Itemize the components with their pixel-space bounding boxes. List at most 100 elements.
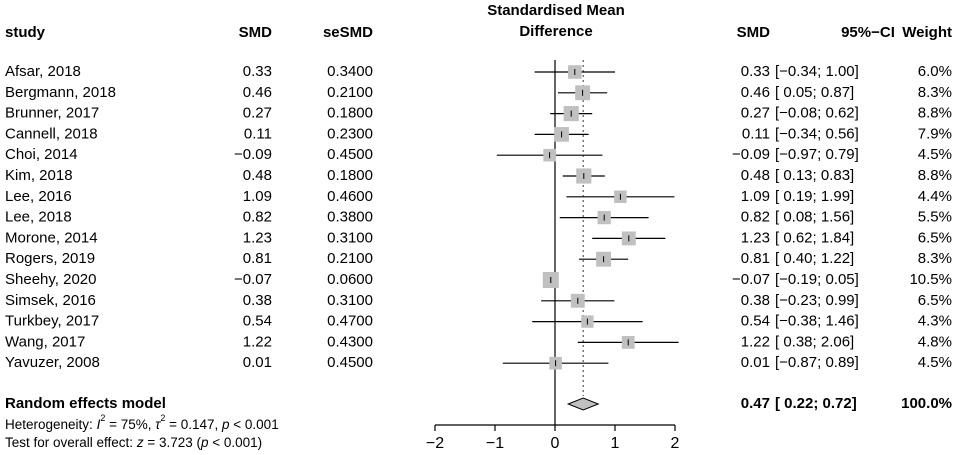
study-ci-value: [−0.08; 0.62] bbox=[775, 105, 859, 122]
study-label: Turkbey, 2017 bbox=[5, 313, 99, 330]
study-label: Lee, 2018 bbox=[5, 209, 72, 226]
study-se-value: 0.3100 bbox=[327, 229, 373, 246]
study-label: Bergmann, 2018 bbox=[5, 84, 116, 101]
study-smd-right-value: 0.38 bbox=[741, 292, 770, 309]
summary-smd-value: 0.47 bbox=[741, 395, 770, 412]
study-smd-value: 1.23 bbox=[243, 229, 272, 246]
study-smd-value: 0.82 bbox=[243, 209, 272, 226]
study-label: Kim, 2018 bbox=[5, 167, 73, 184]
x-axis-tick-label: −1 bbox=[486, 435, 504, 452]
study-ci-value: [−0.34; 1.00] bbox=[775, 63, 859, 80]
study-se-value: 0.2300 bbox=[327, 125, 373, 142]
study-ci-value: [−0.19; 0.05] bbox=[775, 271, 859, 288]
study-ci-value: [−0.97; 0.79] bbox=[775, 146, 859, 163]
study-se-value: 0.0600 bbox=[327, 271, 373, 288]
study-weight-value: 4.3% bbox=[918, 313, 952, 330]
study-smd-value: 1.09 bbox=[243, 188, 272, 205]
study-smd-value: −0.07 bbox=[234, 271, 272, 288]
header-se: seSMD bbox=[323, 24, 373, 41]
header-smd-right: SMD bbox=[737, 24, 771, 41]
study-ci-value: [−0.34; 0.56] bbox=[775, 125, 859, 142]
study-label: Rogers, 2019 bbox=[5, 250, 95, 267]
study-se-value: 0.2100 bbox=[327, 250, 373, 267]
study-smd-right-value: 0.33 bbox=[741, 63, 770, 80]
study-weight-value: 10.5% bbox=[909, 271, 952, 288]
study-se-value: 0.2100 bbox=[327, 84, 373, 101]
heterogeneity-text: Heterogeneity: I2 = 75%, τ2 = 0.147, p <… bbox=[5, 413, 279, 431]
study-se-value: 0.4300 bbox=[327, 333, 373, 350]
study-smd-right-value: −0.09 bbox=[732, 146, 770, 163]
study-weight-value: 4.4% bbox=[918, 188, 952, 205]
study-smd-value: 1.22 bbox=[243, 333, 272, 350]
study-smd-right-value: 1.22 bbox=[741, 333, 770, 350]
study-weight-value: 6.0% bbox=[918, 63, 952, 80]
study-label: Yavuzer, 2008 bbox=[5, 354, 100, 371]
study-se-value: 0.4700 bbox=[327, 313, 373, 330]
study-smd-value: 0.81 bbox=[243, 250, 272, 267]
study-label: Sheehy, 2020 bbox=[5, 271, 96, 288]
study-smd-right-value: 0.81 bbox=[741, 250, 770, 267]
study-ci-value: [−0.87; 0.89] bbox=[775, 354, 859, 371]
study-smd-value: 0.33 bbox=[243, 63, 272, 80]
study-ci-value: [ 0.05; 0.87] bbox=[775, 84, 854, 101]
study-weight-value: 7.9% bbox=[918, 125, 952, 142]
study-label: Afsar, 2018 bbox=[5, 63, 81, 80]
header-study: study bbox=[5, 24, 46, 41]
study-smd-right-value: 1.09 bbox=[741, 188, 770, 205]
study-smd-value: −0.09 bbox=[234, 146, 272, 163]
study-smd-right-value: 0.27 bbox=[741, 105, 770, 122]
study-se-value: 0.4500 bbox=[327, 354, 373, 371]
summary-label: Random effects model bbox=[5, 395, 166, 412]
study-smd-value: 0.46 bbox=[243, 84, 272, 101]
study-ci-value: [ 0.62; 1.84] bbox=[775, 229, 854, 246]
study-ci-value: [ 0.38; 2.06] bbox=[775, 333, 854, 350]
study-weight-value: 4.8% bbox=[918, 333, 952, 350]
study-se-value: 0.1800 bbox=[327, 105, 373, 122]
study-se-value: 0.3400 bbox=[327, 63, 373, 80]
study-se-value: 0.3800 bbox=[327, 209, 373, 226]
header-smd: SMD bbox=[239, 24, 273, 41]
study-label: Cannell, 2018 bbox=[5, 125, 98, 142]
header-weight: Weight bbox=[902, 24, 952, 41]
study-ci-value: [ 0.08; 1.56] bbox=[775, 209, 854, 226]
study-weight-value: 4.5% bbox=[918, 146, 952, 163]
study-se-value: 0.3100 bbox=[327, 292, 373, 309]
summary-ci-value: [ 0.22; 0.72] bbox=[775, 395, 857, 412]
study-label: Morone, 2014 bbox=[5, 229, 98, 246]
summary-weight-value: 100.0% bbox=[901, 395, 952, 412]
study-smd-right-value: 0.48 bbox=[741, 167, 770, 184]
study-ci-value: [ 0.40; 1.22] bbox=[775, 250, 854, 267]
study-weight-value: 8.3% bbox=[918, 250, 952, 267]
study-smd-value: 0.54 bbox=[243, 313, 272, 330]
study-smd-right-value: −0.07 bbox=[732, 271, 770, 288]
summary-diamond bbox=[566, 397, 600, 411]
study-smd-value: 0.01 bbox=[243, 354, 272, 371]
x-axis-tick-label: 0 bbox=[551, 435, 560, 452]
study-smd-value: 0.27 bbox=[243, 105, 272, 122]
study-ci-value: [−0.23; 0.99] bbox=[775, 292, 859, 309]
study-se-value: 0.4600 bbox=[327, 188, 373, 205]
study-smd-right-value: 0.46 bbox=[741, 84, 770, 101]
study-label: Choi, 2014 bbox=[5, 146, 78, 163]
study-label: Simsek, 2016 bbox=[5, 292, 96, 309]
study-smd-right-value: 0.82 bbox=[741, 209, 770, 226]
study-weight-value: 8.8% bbox=[918, 105, 952, 122]
study-smd-right-value: 0.11 bbox=[742, 125, 770, 142]
x-axis-tick-label: −2 bbox=[426, 435, 444, 452]
study-ci-value: [ 0.19; 1.99] bbox=[775, 188, 854, 205]
study-weight-value: 8.3% bbox=[918, 84, 952, 101]
study-label: Brunner, 2017 bbox=[5, 105, 99, 122]
study-weight-value: 6.5% bbox=[918, 292, 952, 309]
overall-test-text: Test for overall effect: z = 3.723 (p < … bbox=[5, 435, 262, 450]
study-se-value: 0.1800 bbox=[327, 167, 373, 184]
study-label: Wang, 2017 bbox=[5, 333, 85, 350]
study-smd-right-value: 1.23 bbox=[741, 229, 770, 246]
study-smd-right-value: 0.54 bbox=[741, 313, 770, 330]
study-se-value: 0.4500 bbox=[327, 146, 373, 163]
study-weight-value: 8.8% bbox=[918, 167, 952, 184]
header-ci: 95%−CI bbox=[841, 24, 895, 41]
study-weight-value: 5.5% bbox=[918, 209, 952, 226]
chart-title-line1: Standardised Mean bbox=[487, 2, 625, 19]
